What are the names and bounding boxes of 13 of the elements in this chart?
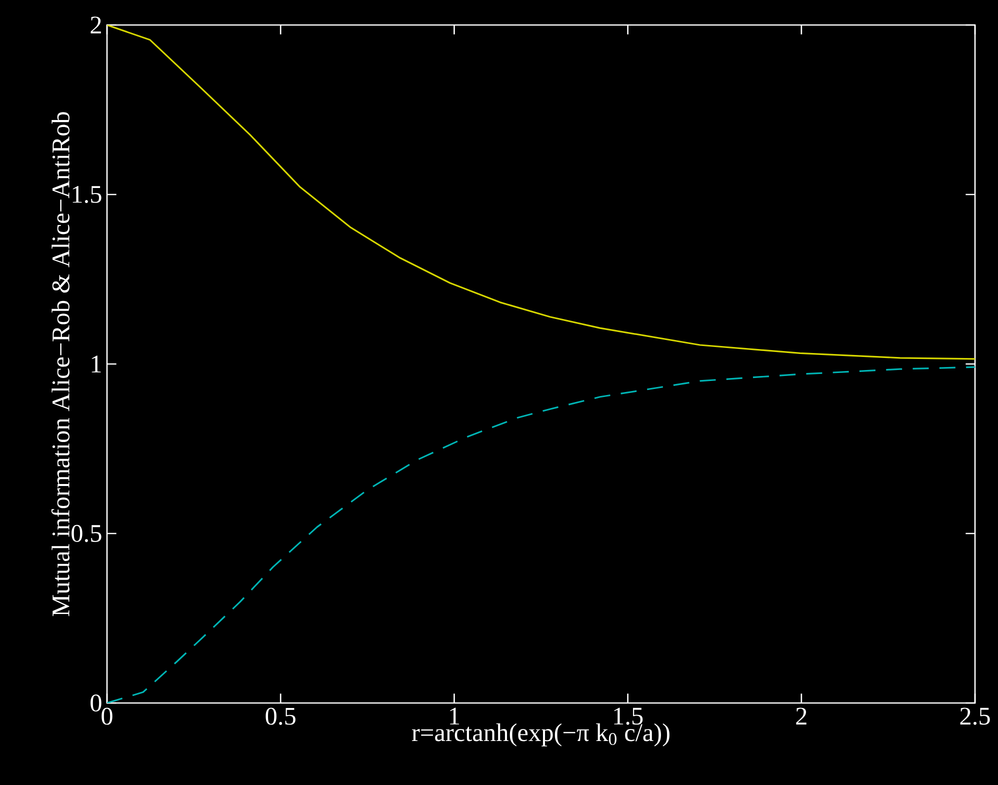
x-tick-label: 2: [796, 708, 806, 724]
x-tick-label: 0: [102, 708, 112, 725]
x-tick-label: 1.5: [614, 708, 643, 725]
y-tick-label: 0.5: [72, 524, 102, 542]
y-tick-label: 1.5: [72, 186, 102, 204]
y-tick-label: 2: [90, 16, 101, 34]
x-tick-label: 2.5: [960, 708, 990, 725]
y-tick-label: 0: [90, 694, 102, 712]
y-tick-label: 1: [92, 356, 101, 372]
x-tick-label: 0.5: [266, 708, 296, 725]
x-tick-label: 1: [450, 708, 460, 724]
y-axis-title: Mutual information Alice−Rob & Alice−AntiRob: [51, 112, 70, 616]
x-axis-title: r=arctanh(exp(−π k$_{0}$ c/a)): [412, 723, 670, 746]
